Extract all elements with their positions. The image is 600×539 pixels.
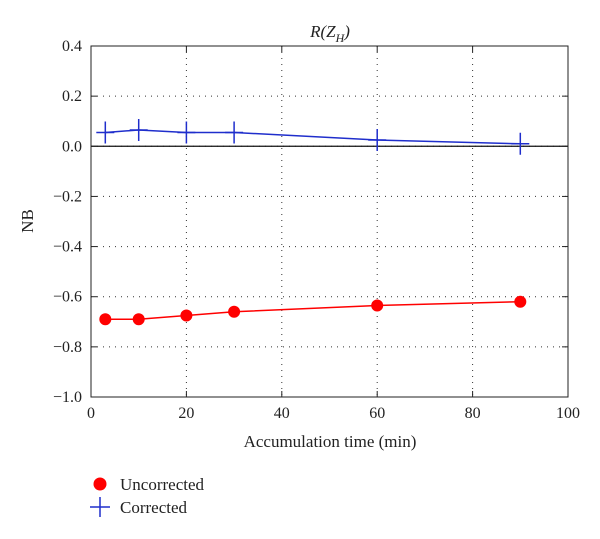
data-point-uncorrected <box>514 295 527 308</box>
y-tick-label: 0.0 <box>62 138 82 155</box>
series-layer <box>96 118 530 326</box>
data-point-corrected <box>511 132 530 155</box>
y-tick-label: −0.2 <box>53 188 82 205</box>
y-tick-label: −0.8 <box>53 339 82 356</box>
legend-item-uncorrected: Uncorrected <box>93 475 205 494</box>
data-point-corrected <box>129 118 148 141</box>
plot-frame <box>90 45 569 398</box>
x-tick-label: 20 <box>178 405 194 422</box>
data-point-corrected <box>225 121 244 144</box>
x-tick-labels: 0 20 40 60 80 100 <box>87 405 580 422</box>
data-point-uncorrected <box>132 313 145 326</box>
data-point-uncorrected <box>371 299 384 312</box>
y-axis-label: NB <box>18 209 37 233</box>
legend-label-uncorrected: Uncorrected <box>120 475 205 494</box>
data-point-corrected <box>96 121 115 144</box>
data-point-corrected <box>177 121 196 144</box>
data-point-corrected <box>368 129 387 152</box>
y-tick-label: 0.2 <box>62 88 82 105</box>
chart-title: R(ZH) <box>309 22 350 45</box>
legend: Uncorrected Corrected <box>90 475 205 517</box>
x-tick-label: 40 <box>274 405 290 422</box>
axis-ticks <box>90 45 569 398</box>
series-uncorrected <box>99 295 527 326</box>
legend-marker-uncorrected <box>93 477 107 491</box>
data-point-uncorrected <box>228 305 241 318</box>
y-tick-label: 0.4 <box>62 38 82 55</box>
x-tick-label: 0 <box>87 405 95 422</box>
y-tick-labels: 0.4 0.2 0.0 −0.2 −0.4 −0.6 −0.8 −1.0 <box>53 38 82 406</box>
x-tick-label: 100 <box>556 405 580 422</box>
data-point-uncorrected <box>99 313 112 326</box>
y-tick-label: −1.0 <box>53 389 82 406</box>
x-axis-label: Accumulation time (min) <box>244 432 417 451</box>
y-tick-label: −0.6 <box>53 289 82 306</box>
series-corrected <box>96 118 530 155</box>
data-point-uncorrected <box>180 309 193 322</box>
legend-label-corrected: Corrected <box>120 498 188 517</box>
legend-marker-corrected <box>90 497 110 517</box>
x-tick-label: 60 <box>369 405 385 422</box>
legend-item-corrected: Corrected <box>90 497 188 517</box>
y-tick-label: −0.4 <box>53 239 82 256</box>
x-tick-label: 80 <box>465 405 481 422</box>
